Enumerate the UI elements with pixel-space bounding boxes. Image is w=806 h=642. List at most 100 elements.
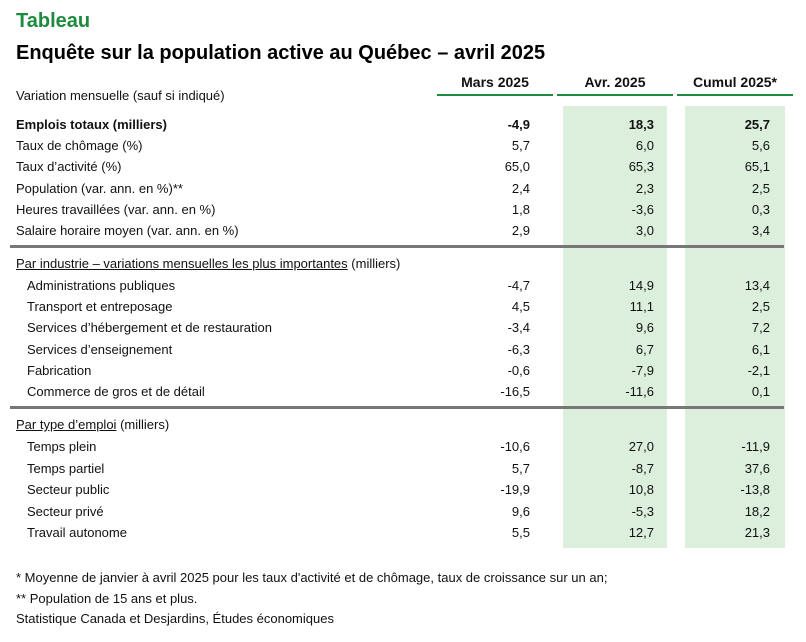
column-header-mars: Mars 2025 <box>461 74 529 90</box>
row-label: Temps partiel <box>27 460 105 476</box>
column-header-avr: Avr. 2025 <box>584 74 646 90</box>
row-label: Fabrication <box>27 362 92 378</box>
value-mars: 5,7 <box>511 460 530 476</box>
table-row: Commerce de gros et de détail -16,5 -11,6 0… <box>0 382 806 403</box>
row-label: Emplois totaux (milliers) <box>16 117 167 132</box>
table-row: Temps plein -10,6 27,0 -11,9 <box>0 437 806 458</box>
value-avr: 65,3 <box>628 159 654 175</box>
row-label: Taux d’activité (%) <box>16 159 122 175</box>
value-avr: -7,9 <box>631 362 654 378</box>
section-heading-unit: (milliers) <box>116 417 170 432</box>
value-mars: -4,9 <box>507 117 530 132</box>
section-divider <box>10 245 784 248</box>
table-row: Services d’hébergement et de restauratio… <box>0 318 806 339</box>
value-mars: -4,7 <box>507 278 530 293</box>
row-label: Population (var. ann. en %)** <box>16 180 183 196</box>
value-mars: -19,9 <box>500 482 530 498</box>
value-avr: 6,0 <box>635 138 654 154</box>
table-label: Tableau <box>16 10 91 32</box>
row-label: Salaire horaire moyen (var. ann. en %) <box>16 223 239 238</box>
value-avr: 6,7 <box>635 341 654 357</box>
value-mars: 65,0 <box>504 159 530 175</box>
footnote-population: ** Population de 15 ans et plus. <box>16 591 198 606</box>
value-avr: -11,6 <box>625 384 654 399</box>
value-cumul: 5,6 <box>751 138 770 154</box>
table-row: Administrations publiques -4,7 14,9 13,4 <box>0 276 806 297</box>
row-label: Administrations publiques <box>27 278 176 293</box>
value-cumul: 0,3 <box>751 201 770 217</box>
table-row: Emplois totaux (milliers) -4,9 18,3 25,7 <box>0 115 806 136</box>
table-row: Population (var. ann. en %)** 2,4 2,3 2,5 <box>0 179 806 200</box>
row-label: Travail autonome <box>27 525 127 541</box>
column-header-underline <box>677 94 793 96</box>
value-cumul: 7,2 <box>751 320 770 336</box>
row-label: Services d’hébergement et de restauratio… <box>27 320 272 336</box>
value-cumul: 3,4 <box>751 223 770 238</box>
value-cumul: 6,1 <box>751 341 770 357</box>
section-divider <box>10 406 784 409</box>
row-label: Secteur privé <box>27 503 104 519</box>
value-avr: -5,3 <box>631 503 654 519</box>
table-row: Transport et entreposage 4,5 11,1 2,5 <box>0 297 806 318</box>
table-row: Salaire horaire moyen (var. ann. en %) 2,… <box>0 221 806 242</box>
table-row: Heures travaillées (var. ann. en %) 1,8 -3… <box>0 200 806 221</box>
value-avr: 12,7 <box>628 525 654 541</box>
value-cumul: 2,5 <box>751 299 770 315</box>
value-avr: 18,3 <box>628 117 654 132</box>
value-avr: 3,0 <box>635 223 654 238</box>
value-avr: -3,6 <box>631 201 654 217</box>
value-avr: 11,1 <box>629 299 654 315</box>
value-cumul: 65,1 <box>744 159 770 175</box>
table-row: Services d’enseignement -6,3 6,7 6,1 <box>0 340 806 361</box>
value-mars: 5,5 <box>511 525 530 541</box>
column-header-cumul: Cumul 2025* <box>692 74 778 90</box>
table-row: Secteur public -19,9 10,8 -13,8 <box>0 480 806 501</box>
page-title: Enquête sur la population active au Québ… <box>16 42 546 64</box>
column-header-underline <box>437 94 553 96</box>
row-label: Secteur public <box>27 482 110 498</box>
shade-cumul-column <box>685 106 785 548</box>
table-row: Taux de chômage (%) 5,7 6,0 5,6 <box>0 136 806 157</box>
section-heading-underlined: Par type d’emploi <box>16 417 117 432</box>
row-label: Taux de chômage (%) <box>16 138 143 154</box>
value-cumul: 18,2 <box>744 503 770 519</box>
value-mars: 5,7 <box>511 138 530 154</box>
table-row: Secteur privé 9,6 -5,3 18,2 <box>0 502 806 523</box>
row-label: Commerce de gros et de détail <box>27 384 205 399</box>
section-heading-unit: (milliers) <box>347 256 401 271</box>
row-label: Temps plein <box>27 439 97 454</box>
value-mars: 2,4 <box>511 180 530 196</box>
value-avr: 27,0 <box>628 439 654 454</box>
section-heading-underlined: Par industrie – variations mensuelles le… <box>16 256 348 271</box>
section-heading-industry: Par industrie – variations mensuelles le… <box>16 256 400 271</box>
value-cumul: -11,9 <box>741 439 770 454</box>
value-cumul: -2,1 <box>747 362 770 378</box>
value-cumul: 37,6 <box>744 460 770 476</box>
value-mars: -10,6 <box>500 439 530 454</box>
value-cumul: 0,1 <box>751 384 770 399</box>
table-row: Fabrication -0,6 -7,9 -2,1 <box>0 361 806 382</box>
value-avr: -8,7 <box>631 460 654 476</box>
value-avr: 9,6 <box>635 320 654 336</box>
row-label: Services d’enseignement <box>27 341 173 357</box>
value-cumul: 21,3 <box>744 525 770 541</box>
footnote-average: * Moyenne de janvier à avril 2025 pour l… <box>16 570 608 585</box>
table-row: Taux d’activité (%) 65,0 65,3 65,1 <box>0 157 806 178</box>
section-heading-employment-type: Par type d’emploi (milliers) <box>16 417 169 432</box>
table-row: Travail autonome 5,5 12,7 21,3 <box>0 523 806 544</box>
value-cumul: 13,4 <box>744 278 770 293</box>
row-label: Transport et entreposage <box>27 299 173 315</box>
value-mars: -6,3 <box>507 341 530 357</box>
table-subheading: Variation mensuelle (sauf si indiqué) <box>16 88 225 103</box>
value-mars: -0,6 <box>507 362 530 378</box>
value-cumul: -13,8 <box>740 482 770 498</box>
column-header-underline <box>557 94 673 96</box>
value-mars: -3,4 <box>507 320 530 336</box>
value-avr: 14,9 <box>628 278 654 293</box>
row-label: Heures travaillées (var. ann. en %) <box>16 201 216 217</box>
shade-avr-column <box>563 106 667 548</box>
footnote-source: Statistique Canada et Desjardins, Études… <box>16 611 334 626</box>
value-cumul: 25,7 <box>744 117 770 132</box>
value-mars: 9,6 <box>511 503 530 519</box>
value-mars: 1,8 <box>511 201 530 217</box>
